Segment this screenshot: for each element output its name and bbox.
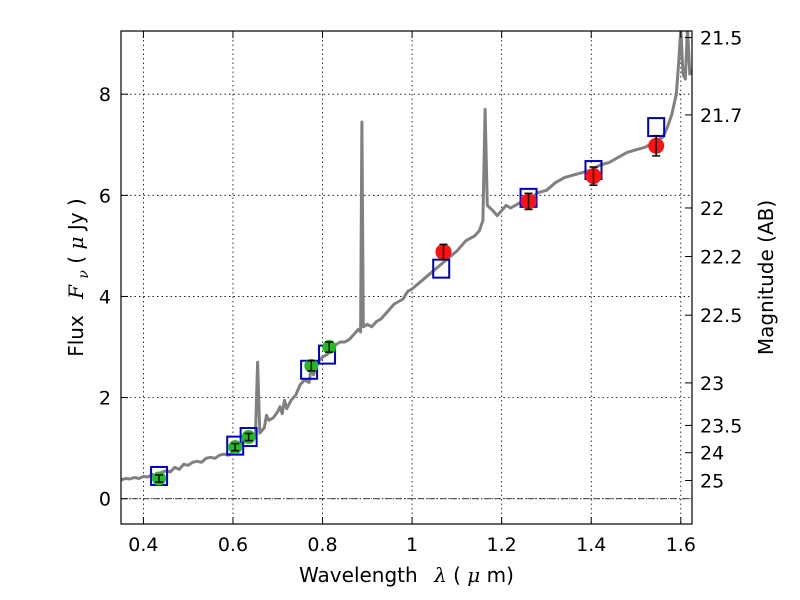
y2-tick-label: 21.7: [700, 105, 742, 127]
x-axis-title: Wavelength λ ( μ m): [299, 563, 514, 587]
x-axis-symbol: λ: [433, 563, 447, 587]
y-axis-title: Flux F ν ( μ Jy ): [64, 198, 93, 357]
y-tick-label: 4: [99, 286, 111, 308]
model-spectrum-line: [121, 31, 692, 482]
x-axis-title-text: Wavelength: [299, 563, 418, 587]
x-tick-label: 1: [406, 534, 418, 556]
plot-frame: [120, 30, 693, 525]
model-photometry-square: [647, 117, 666, 138]
y2-tick-label: 24: [700, 443, 724, 465]
x-tick-label: 1.4: [576, 534, 606, 556]
y-axis-unit-rest: Jy ): [64, 198, 88, 232]
y2-tick-label: 23: [700, 373, 724, 395]
y2-tick-label: 22.5: [700, 305, 742, 327]
x-axis-unit-mu: μ: [467, 563, 480, 587]
x-axis-unit-rest: m): [487, 563, 514, 587]
y2-tick-label: 22.2: [700, 247, 742, 269]
y-axis-title-text: Flux: [64, 315, 88, 357]
y2-tick-label: 25: [700, 471, 724, 493]
y2-tick-label: 21.5: [700, 28, 742, 50]
model-spectrum-layer: [121, 31, 692, 482]
y-axis-symbol: F: [64, 284, 88, 300]
y2-axis-title: Magnitude (AB): [754, 200, 778, 355]
observed-photometry-layer: [152, 134, 665, 486]
y2-tick-label: 22: [700, 198, 724, 220]
x-tick-label: 0.4: [128, 534, 158, 556]
y2-tick-label: 23.5: [700, 415, 742, 437]
model-photometry-square: [239, 427, 258, 448]
y-axis-unit-open: (: [64, 250, 88, 264]
y-axis-symbol-sub: ν: [76, 270, 92, 279]
x-tick-label: 0.8: [307, 534, 337, 556]
y-tick-label: 0: [99, 489, 111, 511]
ticks: 0.4 0.6 0.8 1 1.2 1.4 1.60246821.521.72222.222…: [99, 28, 742, 556]
y-tick-label: 8: [99, 84, 111, 106]
x-tick-label: 0.6: [218, 534, 248, 556]
grid: [121, 31, 692, 524]
y-tick-label: 2: [99, 388, 111, 410]
x-tick-label: 1.2: [487, 534, 517, 556]
y-tick-label: 6: [99, 185, 111, 207]
x-axis-unit-open: (: [453, 563, 461, 587]
x-tick-label: 1.6: [666, 534, 696, 556]
y-axis-unit-mu: μ: [64, 237, 88, 250]
